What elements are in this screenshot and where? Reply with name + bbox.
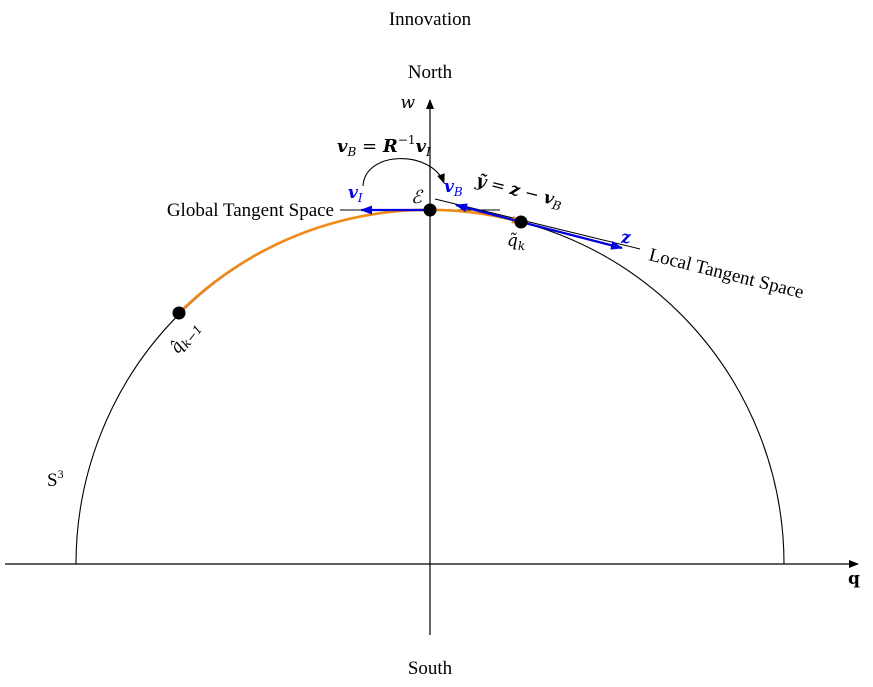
q-axis-label: q xyxy=(848,569,860,589)
origin-point xyxy=(423,203,437,217)
origin-label: ℰ xyxy=(411,187,424,208)
point-qk-minus-1-label: q̂k−1 xyxy=(166,317,205,359)
innovation-equation: ỹ = z − vB xyxy=(472,171,564,214)
vector-vB-arrow xyxy=(455,203,522,224)
w-axis-label: w xyxy=(400,93,415,113)
orange-geodesic-arc xyxy=(178,208,522,314)
vector-vI-label: vI xyxy=(348,183,363,205)
diagram-title: Innovation xyxy=(389,9,472,30)
point-qk-label: q̃k xyxy=(507,231,525,253)
vector-vB-label: vB xyxy=(444,177,463,199)
sphere-label: S3 xyxy=(47,467,64,491)
transform-curved-arrow xyxy=(362,158,445,187)
vector-z-arrow xyxy=(520,220,623,250)
south-label: South xyxy=(408,658,453,679)
point-qk-minus-1 xyxy=(172,306,186,320)
point-qk xyxy=(514,215,528,229)
north-label: North xyxy=(408,62,453,83)
local-tangent-label: Local Tangent Space xyxy=(647,244,806,303)
vector-z-label: z xyxy=(620,228,631,248)
transform-equation: vB = R−1vI xyxy=(337,133,431,159)
global-tangent-label: Global Tangent Space xyxy=(167,200,334,221)
